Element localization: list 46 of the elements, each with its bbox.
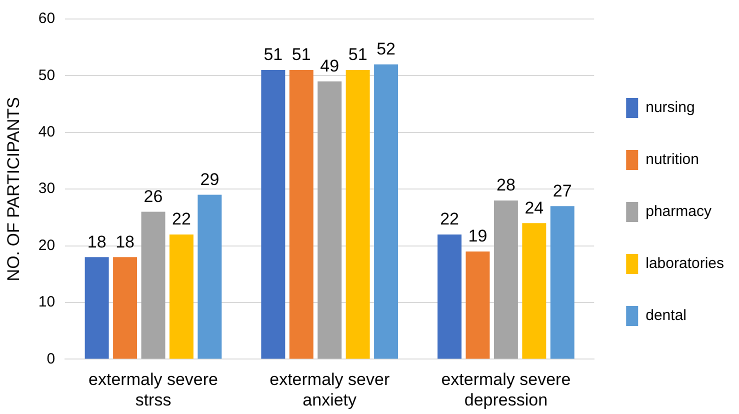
bar bbox=[141, 212, 166, 359]
bar bbox=[550, 206, 574, 359]
bar bbox=[289, 70, 314, 359]
bar bbox=[318, 81, 342, 359]
data-label: 24 bbox=[524, 198, 544, 218]
bar bbox=[169, 234, 194, 359]
bar bbox=[113, 257, 138, 359]
data-label: 22 bbox=[440, 210, 459, 229]
data-label: 52 bbox=[376, 40, 396, 59]
bar bbox=[198, 194, 222, 359]
bar bbox=[374, 64, 398, 359]
data-label: 28 bbox=[496, 176, 516, 195]
y-tick-label: 40 bbox=[38, 124, 56, 141]
data-label: 51 bbox=[292, 45, 311, 64]
y-axis-title: NO. OF PARTICIPANTS bbox=[4, 97, 23, 282]
legend-label: nutrition bbox=[646, 151, 699, 168]
legend-label: laboratories bbox=[646, 255, 724, 272]
data-label: 51 bbox=[348, 45, 368, 64]
bar bbox=[84, 257, 109, 359]
bar bbox=[438, 234, 462, 359]
x-tick-label: extermaly sever anxiety bbox=[270, 370, 390, 410]
bar bbox=[494, 200, 518, 359]
data-label: 51 bbox=[264, 45, 283, 64]
legend-label: nursing bbox=[646, 99, 695, 116]
y-tick-label: 0 bbox=[46, 350, 56, 368]
data-label: 19 bbox=[468, 226, 488, 246]
bar bbox=[346, 70, 370, 359]
bar bbox=[466, 251, 490, 359]
data-label: 29 bbox=[200, 170, 220, 189]
y-tick-label: 60 bbox=[38, 10, 56, 28]
bar bbox=[522, 223, 546, 359]
data-label: 22 bbox=[172, 210, 191, 229]
data-label: 18 bbox=[87, 232, 106, 252]
y-tick-label: 20 bbox=[38, 236, 56, 254]
data-label: 26 bbox=[144, 186, 163, 206]
data-label: 18 bbox=[116, 232, 135, 252]
y-tick-label: 10 bbox=[38, 294, 56, 311]
legend-label: pharmacy bbox=[646, 203, 712, 220]
x-tick-label: extermaly severe strss bbox=[88, 370, 218, 410]
data-label: 27 bbox=[552, 181, 572, 200]
x-tick-label: extermaly severe depression bbox=[441, 370, 571, 410]
bar bbox=[261, 70, 286, 359]
y-tick-label: 50 bbox=[38, 66, 56, 84]
legend-label: dental bbox=[646, 307, 686, 324]
y-tick-label: 30 bbox=[38, 180, 56, 198]
data-label: 49 bbox=[320, 56, 340, 76]
